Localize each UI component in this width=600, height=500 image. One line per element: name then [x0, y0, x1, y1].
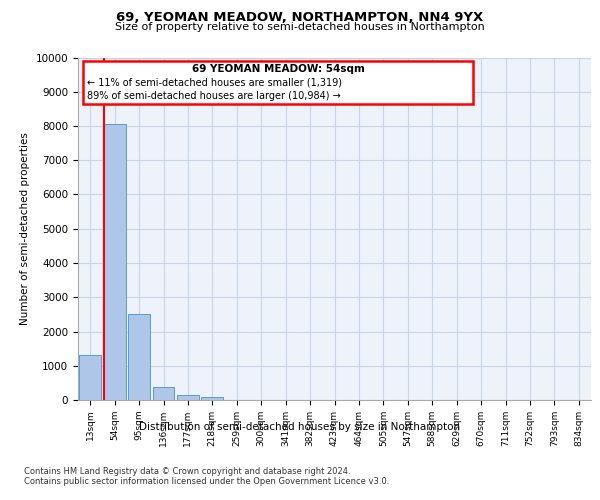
Text: ← 11% of semi-detached houses are smaller (1,319): ← 11% of semi-detached houses are smalle…	[87, 78, 342, 88]
Bar	[128, 314, 150, 400]
Bar	[202, 397, 223, 400]
Text: Distribution of semi-detached houses by size in Northampton: Distribution of semi-detached houses by …	[139, 422, 461, 432]
Text: Size of property relative to semi-detached houses in Northampton: Size of property relative to semi-detach…	[115, 22, 485, 32]
Bar	[104, 124, 125, 400]
Bar	[177, 395, 199, 400]
Text: Contains public sector information licensed under the Open Government Licence v3: Contains public sector information licen…	[24, 478, 389, 486]
Bar	[152, 386, 175, 400]
Bar	[79, 356, 101, 400]
Text: 69 YEOMAN MEADOW: 54sqm: 69 YEOMAN MEADOW: 54sqm	[191, 64, 365, 74]
Y-axis label: Number of semi-detached properties: Number of semi-detached properties	[20, 132, 30, 325]
FancyBboxPatch shape	[83, 61, 473, 104]
Text: 69, YEOMAN MEADOW, NORTHAMPTON, NN4 9YX: 69, YEOMAN MEADOW, NORTHAMPTON, NN4 9YX	[116, 11, 484, 24]
Text: 89% of semi-detached houses are larger (10,984) →: 89% of semi-detached houses are larger (…	[87, 91, 341, 101]
Text: Contains HM Land Registry data © Crown copyright and database right 2024.: Contains HM Land Registry data © Crown c…	[24, 468, 350, 476]
